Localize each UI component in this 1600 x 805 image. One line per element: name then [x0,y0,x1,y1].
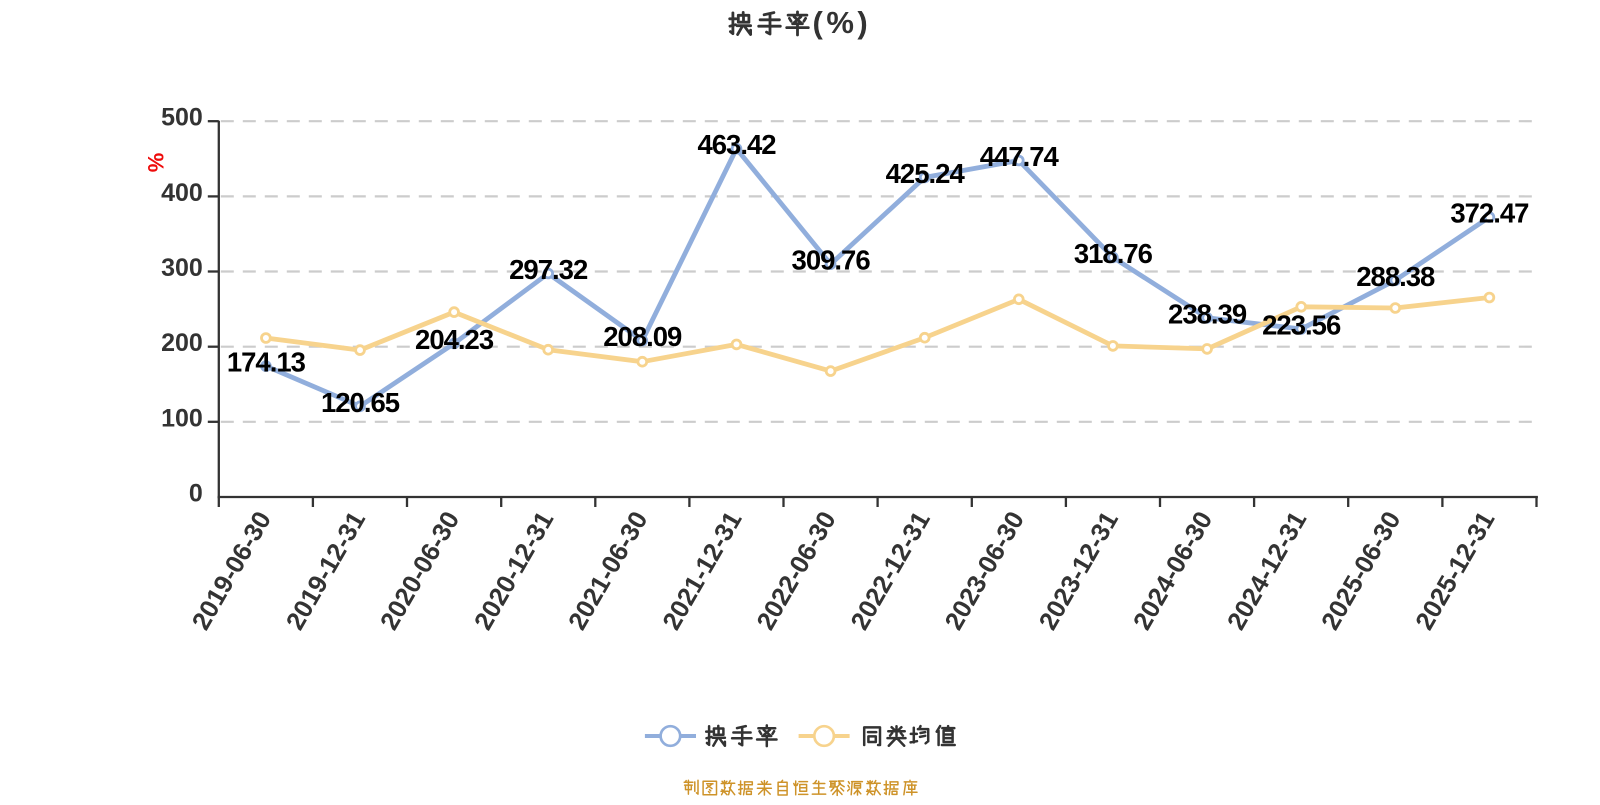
svg-text:(%): (%) [813,5,872,40]
svg-text:309.76: 309.76 [792,245,871,276]
svg-text:208.09: 208.09 [603,321,682,352]
svg-text:238.39: 238.39 [1168,298,1247,329]
svg-text:174.13: 174.13 [227,347,306,378]
svg-text:500: 500 [161,104,203,132]
svg-text:2024-06-30: 2024-06-30 [1128,507,1218,635]
svg-text:2020-12-31: 2020-12-31 [469,507,559,635]
svg-text:2021-12-31: 2021-12-31 [658,507,748,635]
svg-text:204.23: 204.23 [415,324,494,355]
svg-text:100: 100 [161,404,203,432]
svg-text:2019-06-30: 2019-06-30 [187,507,277,635]
svg-text:297.32: 297.32 [509,254,588,285]
svg-text:200: 200 [161,329,203,357]
svg-text:2019-12-31: 2019-12-31 [281,507,371,635]
svg-text:372.47: 372.47 [1450,198,1529,229]
svg-text:2022-12-31: 2022-12-31 [846,507,936,635]
svg-text:2024-12-31: 2024-12-31 [1222,507,1312,635]
svg-text:2025-06-30: 2025-06-30 [1316,507,1406,635]
svg-text:2025-12-31: 2025-12-31 [1411,507,1501,635]
svg-text:2020-06-30: 2020-06-30 [375,507,465,635]
svg-text:120.65: 120.65 [321,387,400,418]
svg-text:425.24: 425.24 [886,158,966,189]
svg-text:447.74: 447.74 [980,141,1060,172]
svg-text:%: % [143,153,168,173]
svg-text:223.56: 223.56 [1262,310,1341,341]
svg-text:463.42: 463.42 [697,129,776,160]
svg-text:288.38: 288.38 [1356,261,1435,292]
svg-text:318.76: 318.76 [1074,238,1153,269]
svg-text:2023-12-31: 2023-12-31 [1034,507,1124,635]
svg-text:0: 0 [189,480,203,508]
svg-text:2021-06-30: 2021-06-30 [563,507,653,635]
svg-text:400: 400 [161,179,203,207]
svg-text:2023-06-30: 2023-06-30 [940,507,1030,635]
svg-text:300: 300 [161,254,203,282]
svg-text:2022-06-30: 2022-06-30 [752,507,842,635]
